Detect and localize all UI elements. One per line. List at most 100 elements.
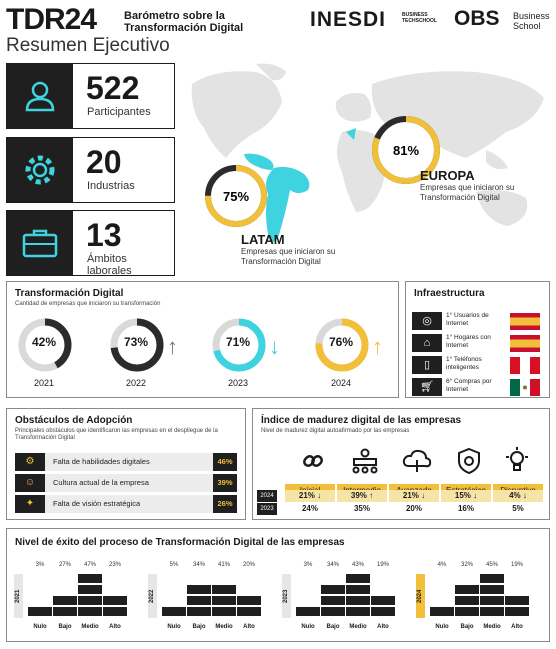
success-bar-block bbox=[53, 585, 77, 594]
maturity-cell: 16% bbox=[441, 503, 491, 515]
success-level: Alto bbox=[377, 624, 389, 630]
success-bar-block bbox=[346, 607, 370, 616]
home-icon: ⌂ bbox=[412, 334, 442, 352]
success-year: 2024 bbox=[416, 574, 425, 618]
success-pct: 27% bbox=[58, 562, 71, 568]
success-grid-2024: 2024 4% Nulo 32% Bajo 45% Medio 19% Alto bbox=[416, 562, 534, 634]
success-pct: 41% bbox=[217, 562, 230, 568]
success-bar-block bbox=[296, 585, 320, 594]
obstacle-pct: 46% bbox=[213, 453, 237, 471]
link-icon bbox=[293, 443, 333, 479]
cloud-icon bbox=[397, 443, 437, 479]
success-bar-block bbox=[505, 596, 529, 605]
success-bar-block bbox=[480, 596, 504, 605]
culture-icon: ☺ bbox=[15, 474, 45, 492]
success-bar-block bbox=[103, 574, 127, 583]
maturity-cell: 39% ↑ bbox=[337, 490, 387, 502]
success-level: Bajo bbox=[460, 624, 474, 630]
success-grid-2023: 2023 3% Nulo 34% Bajo 43% Medio 19% Alto bbox=[282, 562, 400, 634]
success-pct: 32% bbox=[460, 562, 473, 568]
infra-text: 1° Usuarios de Internet bbox=[446, 312, 489, 327]
success-bar-block bbox=[455, 607, 479, 616]
infra-text: 6° Compras por Internet bbox=[446, 378, 492, 393]
success-pct: 23% bbox=[108, 562, 121, 568]
success-level: Nulo bbox=[33, 624, 47, 630]
success-bar-block bbox=[480, 585, 504, 594]
madurez-panel: Índice de madurez digital de las empresa… bbox=[252, 408, 550, 520]
infra-text: 1° Teléfonos inteligentes bbox=[446, 356, 482, 371]
success-bar-block bbox=[237, 607, 261, 616]
obstacle-pct: 26% bbox=[213, 495, 237, 513]
success-grid-2022: 2022 5% Nulo 34% Bajo 41% Medio 20% Alto bbox=[148, 562, 266, 634]
success-bar-block bbox=[346, 574, 370, 583]
success-bar-block bbox=[321, 585, 345, 594]
donut-year: 2022 bbox=[125, 378, 147, 388]
success-bar-block bbox=[212, 585, 236, 594]
latam-pct: 75% bbox=[223, 189, 249, 204]
strategy-icon: ✦ bbox=[15, 495, 45, 513]
arrow-down-icon: ↓ bbox=[269, 334, 280, 359]
donut-2021: 42% 2021 bbox=[15, 316, 75, 392]
success-pct: 20% bbox=[242, 562, 255, 568]
obstaculos-title: Obstáculos de Adopción bbox=[15, 415, 133, 426]
europa-pct: 81% bbox=[393, 143, 419, 158]
success-bar-block bbox=[371, 574, 395, 583]
europa-title: EUROPA bbox=[420, 168, 475, 183]
kpi-label: Industrias bbox=[87, 180, 135, 192]
success-bar-block bbox=[346, 585, 370, 594]
success-bar-block bbox=[505, 607, 529, 616]
maturity-cell: 24% bbox=[285, 503, 335, 515]
inesdi-logo-subtitle: BUSINESS TECHSCHOOL bbox=[402, 12, 437, 24]
skills-icon: ⚙ bbox=[15, 453, 45, 471]
success-bar-block bbox=[28, 596, 52, 605]
peru-flag bbox=[510, 357, 540, 374]
success-level: Nulo bbox=[435, 624, 449, 630]
donut-2024: 76% 2024 bbox=[312, 316, 372, 392]
donut-2022: 73% 2022 bbox=[107, 316, 167, 392]
kpi-label: Participantes bbox=[87, 106, 151, 118]
donut-year: 2023 bbox=[227, 378, 249, 388]
success-bar-block bbox=[187, 585, 211, 594]
maturity-cell: 21% ↓ bbox=[389, 490, 439, 502]
europa-ring: 81% bbox=[372, 116, 440, 184]
donut-year: 2024 bbox=[330, 378, 352, 388]
infra-row: ◎ 1° Usuarios de Internet bbox=[412, 312, 540, 330]
brand-title: TDR24 bbox=[6, 3, 97, 36]
success-level: Nulo bbox=[301, 624, 315, 630]
donut-2023: 71% 2023 bbox=[209, 316, 269, 392]
success-bar-block bbox=[296, 574, 320, 583]
maturity-cell: 15% ↓ bbox=[441, 490, 491, 502]
success-level: Medio bbox=[349, 624, 367, 630]
success-bar-block bbox=[162, 607, 186, 616]
success-level: Nulo bbox=[167, 624, 181, 630]
success-bar-block bbox=[430, 596, 454, 605]
success-bar-block bbox=[78, 596, 102, 605]
success-bar-block bbox=[371, 607, 395, 616]
kpi-fields: 13 Ámbitos laborales bbox=[6, 210, 175, 277]
success-bar-block bbox=[53, 574, 77, 583]
infra-row: ▯ 1° Teléfonos inteligentes bbox=[412, 356, 540, 374]
success-year: 2023 bbox=[282, 574, 291, 618]
kpi-industries: 20 Industrias bbox=[6, 137, 175, 203]
success-bar-block bbox=[103, 596, 127, 605]
success-bar-block bbox=[505, 574, 529, 583]
exito-panel: Nivel de éxito del proceso de Transforma… bbox=[6, 528, 550, 642]
latam-desc: Empresas que iniciaron su Transformación… bbox=[241, 247, 336, 266]
success-bar-block bbox=[480, 574, 504, 583]
success-level: Alto bbox=[109, 624, 121, 630]
success-bar-block bbox=[371, 596, 395, 605]
kpi-participants: 522 Participantes bbox=[6, 63, 175, 129]
success-bar-block bbox=[28, 585, 52, 594]
success-bar-block bbox=[162, 574, 186, 583]
success-bar-block bbox=[103, 585, 127, 594]
success-pct: 19% bbox=[510, 562, 523, 568]
donut-ring bbox=[110, 318, 164, 372]
success-bar-block bbox=[296, 607, 320, 616]
donut-pct: 42% bbox=[31, 335, 57, 349]
spain-flag bbox=[510, 335, 540, 352]
success-bar-block bbox=[371, 585, 395, 594]
success-bar-block bbox=[162, 585, 186, 594]
latam-title: LATAM bbox=[241, 232, 285, 247]
maturity-cell: 35% bbox=[337, 503, 387, 515]
success-bar-block bbox=[53, 607, 77, 616]
